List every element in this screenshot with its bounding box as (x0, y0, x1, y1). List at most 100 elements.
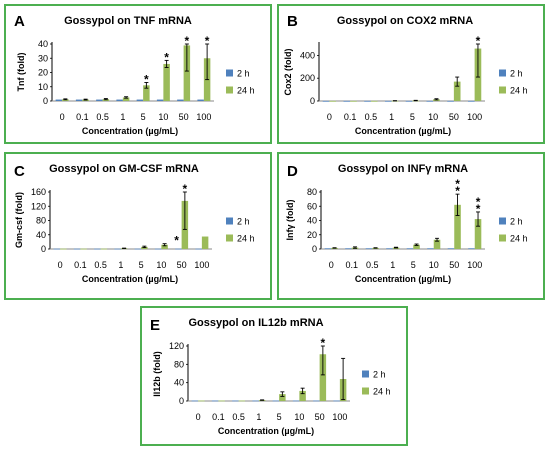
chart-d: D Gossypol on INFγ mRNA 0 20 40 60 80 Infγ (fol… (285, 163, 528, 284)
bar-24h-0.1 (80, 248, 87, 250)
legend-label: 2 h (373, 370, 386, 380)
legend-label: 24 h (373, 387, 391, 397)
y-tick-label: 80 (36, 216, 46, 226)
x-tick-label: 50 (177, 260, 187, 270)
bar-24h-100 (474, 219, 482, 249)
y-tick-label: 0 (43, 96, 48, 106)
bar-2h-10 (427, 248, 434, 250)
legend-swatch-24h (226, 234, 233, 242)
legend-swatch-24h (362, 387, 369, 395)
x-tick-label: 0.5 (94, 260, 107, 270)
bar-24h-50 (319, 354, 327, 401)
bar-24h-0 (60, 248, 67, 250)
bar-2h-50 (177, 99, 184, 101)
x-tick-label: 1 (118, 260, 123, 270)
y-tick-label: 40 (174, 378, 184, 388)
x-tick-label: 100 (467, 260, 482, 270)
bar-2h-5 (406, 248, 414, 250)
bar-24h-0.5 (238, 400, 246, 402)
x-tick-label: 0.1 (345, 260, 358, 270)
bar-2h-5 (136, 99, 144, 101)
legend-label: 2 h (237, 217, 250, 227)
bar-2h-0.1 (211, 400, 219, 402)
legend-label: 24 h (237, 234, 255, 244)
bar-24h-10 (161, 244, 168, 249)
x-tick-label: 0 (329, 260, 334, 270)
bar-2h-10 (154, 248, 162, 250)
y-tick-label: 10 (38, 82, 48, 92)
legend-label: 24 h (510, 86, 528, 96)
bar-2h-0 (324, 248, 332, 250)
bar-2h-0 (55, 99, 63, 101)
bar-2h-10 (426, 100, 434, 102)
bar-24h-0.1 (218, 400, 225, 402)
legend-swatch-2h (499, 69, 506, 77)
y-tick-label: 200 (300, 73, 315, 83)
y-tick-label: 400 (300, 50, 315, 60)
x-tick-label: 0.1 (74, 260, 87, 270)
x-tick-label: 100 (332, 412, 347, 422)
bar-2h-50 (447, 248, 455, 250)
bar-24h-5 (279, 394, 286, 401)
x-tick-label: 10 (428, 112, 438, 122)
legend-label: 2 h (510, 69, 523, 79)
bar-2h-100 (333, 400, 340, 402)
bar-2h-0.5 (94, 248, 101, 250)
y-axis-label: Cox2 (fold) (283, 49, 293, 96)
x-tick-label: 1 (256, 412, 261, 422)
bar-2h-100 (468, 248, 475, 250)
legend-label: 24 h (510, 234, 528, 244)
y-tick-label: 0 (310, 96, 315, 106)
x-tick-label: 1 (389, 112, 394, 122)
panel-letter: A (14, 13, 25, 30)
panel-c: C Gossypol on GM-CSF mRNA 0 40 80 120 160 Gm-cs… (4, 152, 272, 300)
x-tick-label: 50 (449, 112, 459, 122)
panel-e: E Gossypol on IL12b mRNA 0 40 80 120 Il12b (fo… (140, 306, 408, 446)
bar-2h-100 (467, 100, 475, 102)
legend-swatch-24h (226, 86, 233, 94)
legend-swatch-2h (226, 217, 233, 225)
bar-24h-1 (122, 97, 130, 101)
x-tick-label: 0.1 (212, 412, 225, 422)
bar-2h-0.5 (96, 99, 103, 101)
chart-title: Gossypol on TNF mRNA (64, 15, 192, 27)
bar-2h-1 (114, 248, 121, 250)
x-axis-label: Concentration (µg/mL) (82, 274, 178, 284)
x-tick-label: 0 (58, 260, 63, 270)
chart-e: E Gossypol on IL12b mRNA 0 40 80 120 Il12b (fo… (150, 317, 391, 436)
bar-2h-0 (53, 248, 61, 250)
panel-a: A Gossypol on TNF mRNA 0 10 20 30 40 Tnf (fold)… (4, 4, 272, 144)
bar-2h-1 (252, 400, 259, 402)
y-tick-label: 40 (38, 39, 48, 49)
legend-swatch-24h (499, 234, 506, 242)
bar-2h-100 (197, 99, 204, 101)
y-axis-label: Il12b (fold) (152, 351, 162, 397)
legend-label: 24 h (237, 86, 255, 96)
significance-marker: * (205, 34, 210, 48)
x-axis-label: Concentration (µg/mL) (355, 274, 451, 284)
y-axis-label: Infγ (fold) (285, 200, 295, 241)
y-tick-label: 60 (307, 201, 317, 211)
y-axis-label: Gm-csf (fold) (14, 192, 24, 248)
x-tick-label: 5 (277, 412, 282, 422)
x-tick-label: 0 (196, 412, 201, 422)
chart-title: Gossypol on COX2 mRNA (337, 15, 473, 27)
legend-swatch-2h (362, 370, 369, 378)
x-tick-label: 50 (315, 412, 325, 422)
y-tick-label: 40 (307, 216, 317, 226)
bar-2h-0.1 (73, 248, 81, 250)
chart-c: C Gossypol on GM-CSF mRNA 0 40 80 120 160 Gm-cs… (14, 163, 255, 284)
x-axis-label: Concentration (µg/mL) (82, 126, 178, 136)
bar-24h-0 (198, 400, 205, 402)
x-tick-label: 5 (410, 112, 415, 122)
bar-2h-0.5 (232, 400, 239, 402)
bar-2h-50 (447, 100, 454, 102)
y-tick-label: 0 (41, 244, 46, 254)
y-tick-label: 20 (307, 230, 317, 240)
x-tick-label: 0.5 (365, 112, 378, 122)
bar-2h-10 (292, 400, 300, 402)
legend-swatch-2h (499, 217, 506, 225)
panel-letter: C (14, 163, 25, 180)
bar-2h-1 (384, 100, 392, 102)
